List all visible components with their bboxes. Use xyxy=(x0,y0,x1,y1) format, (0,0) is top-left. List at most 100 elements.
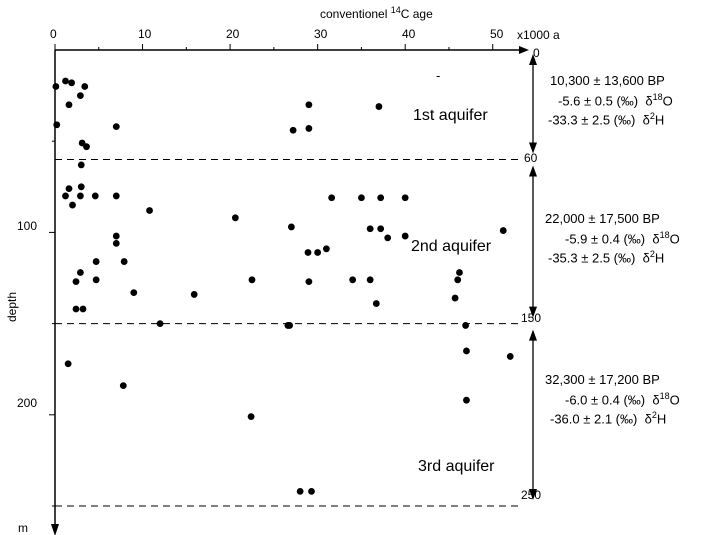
aquifer-2-h2-value: -35.3 ± 2.5 (‰) xyxy=(548,250,636,266)
y-axis-arrowhead xyxy=(51,524,59,535)
data-point-42 xyxy=(190,291,198,298)
aquifer-2-o18-symbol: δ xyxy=(652,231,660,247)
data-point-0 xyxy=(52,83,60,90)
aquifer-2-o18-el: O xyxy=(669,231,680,247)
data-point-15 xyxy=(62,192,69,200)
aquifer-3-o18-sup: 18 xyxy=(659,391,670,401)
aquifer-2-h2: -35.3 ± 2.5 (‰) δ2H xyxy=(548,249,664,265)
aquifer-2-age: 22,000 ± 17,500 BP xyxy=(545,211,660,226)
x-axis-arrowhead xyxy=(519,46,529,54)
aquifer-1-o18: -5.6 ± 0.5 (‰) δ18O xyxy=(558,92,673,108)
aquifer-1-age: 10,300 ± 13,600 BP xyxy=(550,73,665,88)
data-point-58 xyxy=(286,322,294,329)
data-point-44 xyxy=(305,278,313,286)
aquifer-1-o18-value: -5.6 ± 0.5 (‰) xyxy=(558,93,639,109)
data-point-64 xyxy=(247,413,255,421)
aquifer-3-o18-el: O xyxy=(669,392,680,408)
right-tick-label-150: 150 xyxy=(521,311,542,325)
x-tick-label-20: 20 xyxy=(226,27,240,41)
data-point-1 xyxy=(62,77,69,85)
data-point-51 xyxy=(454,276,462,284)
data-point-67 xyxy=(308,488,315,495)
data-point-20 xyxy=(91,192,99,200)
aquifer-1-o18-sup: 18 xyxy=(652,92,663,102)
data-point-14 xyxy=(375,103,383,110)
data-point-40 xyxy=(92,276,100,284)
y-tick-label-100: 100 xyxy=(17,219,38,233)
x-tick-label-40: 40 xyxy=(402,27,416,41)
data-point-24 xyxy=(328,194,336,202)
data-point-66 xyxy=(296,488,304,495)
y-axis-label: depth xyxy=(5,291,20,323)
aquifer-2-o18-value: -5.9 ± 0.4 (‰) xyxy=(565,231,646,247)
x-axis-title-prefix: conventionel xyxy=(320,7,391,21)
data-point-32 xyxy=(499,227,507,234)
data-point-17 xyxy=(69,201,76,209)
data-point-34 xyxy=(112,232,120,240)
x-tick-label-10: 10 xyxy=(138,27,152,41)
aquifer-2-h2-symbol: δ xyxy=(642,250,650,266)
data-point-30 xyxy=(384,234,392,242)
data-point-37 xyxy=(120,258,128,265)
data-point-27 xyxy=(401,194,409,202)
aquifer-3-h2-el: H xyxy=(656,411,667,427)
aquifer-2-range-arrow xyxy=(529,165,537,318)
data-point-48 xyxy=(349,276,357,284)
data-point-12 xyxy=(305,125,313,132)
data-point-28 xyxy=(366,225,374,233)
x-tick-label-50: 50 xyxy=(490,27,504,41)
data-point-18 xyxy=(76,192,84,200)
data-point-62 xyxy=(64,360,72,368)
x-axis-unit: x1000 a xyxy=(517,28,560,42)
data-point-19 xyxy=(77,183,85,191)
data-point-45 xyxy=(304,249,312,256)
data-point-26 xyxy=(377,194,385,202)
aquifer-3-range-arrow xyxy=(529,329,537,500)
aquifer-2-label: 2nd aquifer xyxy=(411,238,492,255)
data-point-25 xyxy=(358,194,365,202)
data-point-60 xyxy=(463,347,470,355)
data-point-41 xyxy=(130,289,138,296)
aquifer-3-h2-symbol: δ xyxy=(644,411,652,427)
data-point-7 xyxy=(77,161,85,169)
data-point-33 xyxy=(287,223,295,231)
data-point-47 xyxy=(322,245,330,253)
data-point-61 xyxy=(506,353,514,360)
data-point-55 xyxy=(79,305,87,313)
data-point-13 xyxy=(305,101,313,109)
aquifer-3-o18-symbol: δ xyxy=(652,392,660,408)
y-axis-unit: m xyxy=(18,521,28,535)
right-tick-label-0: 0 xyxy=(533,46,540,60)
aquifer-1-h2-value: -33.3 ± 2.5 (‰) xyxy=(548,112,636,128)
data-point-29 xyxy=(377,225,385,233)
data-point-49 xyxy=(366,276,374,284)
data-point-22 xyxy=(146,207,153,214)
data-point-56 xyxy=(156,320,164,327)
data-point-65 xyxy=(463,396,470,404)
aquifer-3-label: 3rd aquifer xyxy=(418,458,495,475)
data-point-63 xyxy=(119,382,127,390)
data-point-35 xyxy=(112,239,120,247)
data-point-52 xyxy=(456,269,463,276)
data-point-3 xyxy=(65,101,73,109)
y-tick-label-200: 200 xyxy=(17,396,38,410)
data-point-2 xyxy=(68,79,76,87)
data-point-38 xyxy=(76,269,84,276)
data-point-46 xyxy=(314,249,322,256)
data-point-39 xyxy=(72,278,80,286)
x-tick-label-0: 0 xyxy=(50,27,57,41)
data-point-4 xyxy=(76,92,84,99)
data-point-23 xyxy=(231,214,239,222)
stray-mark: - xyxy=(436,68,441,83)
right-tick-label-250: 250 xyxy=(521,488,542,502)
data-point-43 xyxy=(248,276,256,284)
data-point-31 xyxy=(401,232,409,240)
aquifer-1-h2-el: H xyxy=(654,112,665,128)
aquifer-2-o18-sup: 18 xyxy=(659,230,670,240)
data-point-5 xyxy=(81,83,89,90)
data-point-59 xyxy=(462,322,469,329)
aquifer-1-h2: -33.3 ± 2.5 (‰) δ2H xyxy=(548,111,664,127)
data-point-36 xyxy=(92,258,100,265)
data-point-6 xyxy=(53,121,61,129)
aquifer-2-h2-el: H xyxy=(654,250,665,266)
